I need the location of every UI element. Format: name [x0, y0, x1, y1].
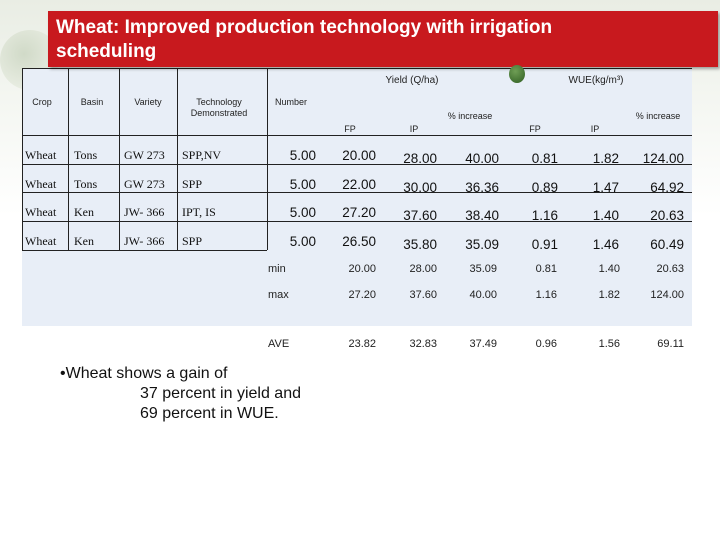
yield-ip-header: IP: [409, 124, 419, 134]
technology-header: Technology Demonstrated: [190, 97, 248, 118]
table-cell-y_inc: 36.36: [465, 180, 499, 195]
table-cell-y_inc: 40.00: [465, 151, 499, 166]
table-cell-number: 5.00: [289, 148, 316, 163]
stat-cell-y_ip: 28.00: [409, 263, 437, 275]
table-rule: [22, 221, 692, 222]
table-rule: [22, 135, 692, 136]
stat-label: min: [268, 263, 286, 275]
table-rule: [177, 68, 178, 250]
page-title: Wheat: Improved production technology wi…: [56, 17, 553, 62]
table-cell-number: 5.00: [289, 234, 316, 249]
table-cell-basin: Tons: [74, 177, 98, 191]
table-rule: [267, 68, 268, 250]
table-cell-variety: JW- 366: [124, 234, 165, 248]
table-cell-w_inc: 64.92: [650, 180, 684, 195]
table-cell-w_ip: 1.47: [592, 180, 619, 195]
table-cell-w_fp: 0.81: [531, 151, 558, 166]
summary-bullet: •Wheat shows a gain of 37 percent in yie…: [60, 364, 360, 424]
table-cell-y_fp: 20.00: [342, 148, 376, 163]
wue-fp-header: FP: [529, 124, 541, 134]
stat-label: AVE: [268, 338, 290, 350]
table-cell-y_fp: 22.00: [342, 177, 376, 192]
table-cell-y_ip: 30.00: [403, 180, 437, 195]
table-cell-w_fp: 0.91: [531, 237, 558, 252]
table-cell-crop: Wheat: [25, 205, 57, 219]
crop-header: Crop: [32, 97, 52, 107]
table-cell-w_fp: 1.16: [531, 208, 558, 223]
table-cell-number: 5.00: [289, 177, 316, 192]
stat-cell-y_fp: 27.20: [348, 289, 376, 301]
table-cell-y_ip: 35.80: [403, 237, 437, 252]
stat-label: max: [268, 289, 289, 301]
table-cell-tech: SPP,NV: [182, 148, 222, 162]
table-cell-basin: Ken: [74, 234, 94, 248]
stat-cell-w_ip: 1.82: [598, 289, 620, 301]
table-rule: [22, 192, 692, 193]
table-rule: [119, 68, 120, 250]
table-cell-y_ip: 28.00: [403, 151, 437, 166]
title-banner: [48, 11, 718, 67]
table-cell-variety: GW 273: [124, 177, 165, 191]
stat-cell-y_ip: 32.83: [409, 338, 437, 350]
table-rule: [22, 68, 23, 250]
wue-group-header: WUE(kg/m³): [568, 75, 624, 86]
stat-cell-w_ip: 1.56: [598, 338, 620, 350]
leaf-bullet-icon: [509, 65, 525, 83]
wue-ip-header: IP: [590, 124, 600, 134]
stat-cell-y_inc: 35.09: [469, 263, 497, 275]
bullet-line: •Wheat shows a gain of: [60, 365, 228, 382]
table-cell-y_fp: 27.20: [342, 205, 376, 220]
table-cell-w_inc: 124.00: [642, 151, 684, 166]
basin-header: Basin: [80, 97, 104, 107]
stat-cell-w_inc: 69.11: [657, 338, 684, 350]
yield-increase-header: % increase: [447, 111, 493, 121]
table-cell-tech: SPP: [182, 234, 203, 248]
bullet-line: 69 percent in WUE.: [140, 405, 279, 422]
table-rule: [22, 164, 692, 165]
stat-cell-w_inc: 20.63: [656, 263, 684, 275]
table-cell-crop: Wheat: [25, 148, 57, 162]
table-cell-w_ip: 1.82: [592, 151, 619, 166]
yield-group-header: Yield (Q/ha): [385, 75, 439, 86]
table-rule: [22, 250, 267, 251]
table-cell-tech: IPT, IS: [182, 205, 216, 219]
table-cell-crop: Wheat: [25, 177, 57, 191]
table-cell-y_fp: 26.50: [342, 234, 376, 249]
table-cell-basin: Ken: [74, 205, 94, 219]
wue-increase-header: % increase: [635, 111, 681, 121]
table-cell-w_fp: 0.89: [531, 180, 558, 195]
stat-cell-w_inc: 124.00: [650, 289, 684, 301]
table-cell-w_inc: 20.63: [650, 208, 684, 223]
stat-cell-y_fp: 20.00: [348, 263, 376, 275]
bullet-line: 37 percent in yield and: [140, 385, 301, 402]
table-cell-w_inc: 60.49: [650, 237, 684, 252]
table-cell-w_ip: 1.46: [592, 237, 619, 252]
data-table: [22, 68, 692, 326]
number-header: Number: [274, 97, 307, 107]
table-cell-w_ip: 1.40: [592, 208, 619, 223]
table-cell-variety: GW 273: [124, 148, 165, 162]
stat-cell-y_fp: 23.82: [348, 338, 376, 350]
stat-cell-y_inc: 37.49: [469, 338, 497, 350]
variety-header: Variety: [134, 97, 162, 107]
stat-cell-w_fp: 0.96: [535, 338, 557, 350]
yield-fp-header: FP: [344, 124, 356, 134]
table-cell-number: 5.00: [289, 205, 316, 220]
table-cell-tech: SPP: [182, 177, 203, 191]
stat-cell-w_fp: 1.16: [535, 289, 557, 301]
table-cell-crop: Wheat: [25, 234, 57, 248]
stat-cell-w_fp: 0.81: [535, 263, 557, 275]
table-rule: [68, 68, 69, 250]
table-cell-y_inc: 38.40: [465, 208, 499, 223]
stat-cell-y_ip: 37.60: [409, 289, 437, 301]
stat-cell-w_ip: 1.40: [598, 263, 620, 275]
table-cell-variety: JW- 366: [124, 205, 165, 219]
table-rule: [22, 68, 692, 69]
table-cell-basin: Tons: [74, 148, 98, 162]
stat-cell-y_inc: 40.00: [469, 289, 497, 301]
table-cell-y_ip: 37.60: [403, 208, 437, 223]
table-cell-y_inc: 35.09: [465, 237, 499, 252]
